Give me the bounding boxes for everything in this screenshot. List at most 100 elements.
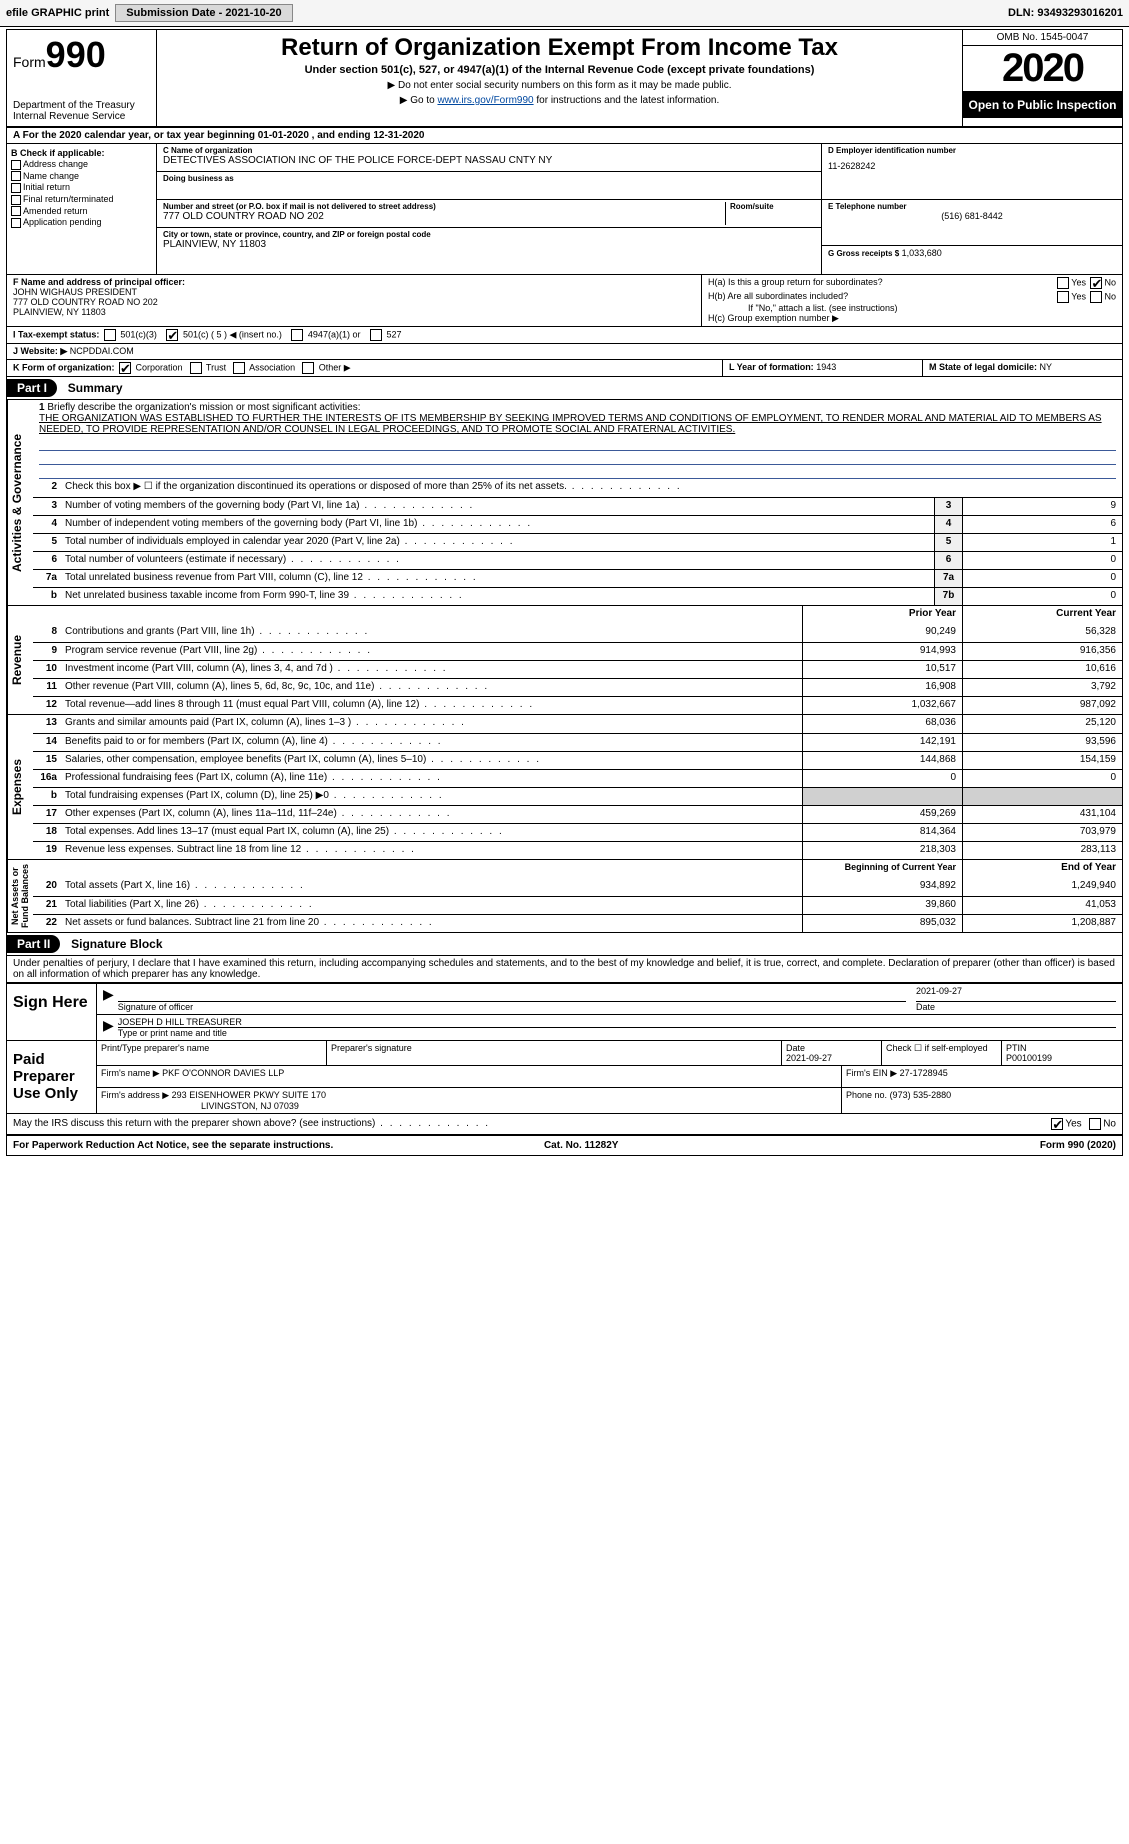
line-amount: 0 <box>962 552 1122 569</box>
data-line: 21Total liabilities (Part X, line 26)39,… <box>33 896 1122 914</box>
chk-4947[interactable] <box>291 329 303 341</box>
chk-initial-return[interactable]: Initial return <box>11 182 152 193</box>
governance-line: 7aTotal unrelated business revenue from … <box>33 569 1122 587</box>
chk-discuss-yes[interactable] <box>1051 1118 1063 1130</box>
line-desc: Total unrelated business revenue from Pa… <box>61 570 934 587</box>
expenses-lines: 13Grants and similar amounts paid (Part … <box>33 715 1122 859</box>
gross-label: G Gross receipts $ <box>828 249 899 258</box>
line-desc: Investment income (Part VIII, column (A)… <box>61 661 802 678</box>
org-name: DETECTIVES ASSOCIATION INC OF THE POLICE… <box>163 155 815 166</box>
no-label: No <box>1104 277 1116 287</box>
name-title-label: Type or print name and title <box>118 1028 1116 1038</box>
chk-association[interactable] <box>233 362 245 374</box>
preparer-row3: Firm's address ▶ 293 EISENHOWER PKWY SUI… <box>97 1088 1122 1113</box>
governance-line: 2Check this box ▶ ☐ if the organization … <box>33 479 1122 497</box>
chk-corporation[interactable] <box>119 362 131 374</box>
chk-discuss-no[interactable] <box>1089 1118 1101 1130</box>
dln-label: DLN: 93493293016201 <box>1008 7 1123 19</box>
net-assets-lines: 20Total assets (Part X, line 16)934,8921… <box>33 878 1122 932</box>
chk-501c3[interactable] <box>104 329 116 341</box>
line-desc: Benefits paid to or for members (Part IX… <box>61 734 802 751</box>
part2-badge: Part II <box>7 935 60 953</box>
part1-title: Summary <box>68 381 123 395</box>
chk-label: Application pending <box>23 217 102 227</box>
line-num: 6 <box>33 552 61 569</box>
line-num: 22 <box>33 915 61 932</box>
chk-amended-return[interactable]: Amended return <box>11 206 152 217</box>
date-label: Date <box>916 1002 1116 1012</box>
chk-527[interactable] <box>370 329 382 341</box>
line-num: 17 <box>33 806 61 823</box>
dept-treasury: Department of the Treasury Internal Reve… <box>13 100 150 122</box>
form-ref: Form 990 (2020) <box>1040 1140 1116 1151</box>
row-klm: K Form of organization: Corporation Trus… <box>7 360 1122 377</box>
org-info-row: B Check if applicable: Address change Na… <box>7 144 1122 275</box>
irs-link[interactable]: www.irs.gov/Form990 <box>437 95 533 106</box>
chk-trust[interactable] <box>190 362 202 374</box>
h-a-label: H(a) Is this a group return for subordin… <box>708 277 883 289</box>
chk-address-change[interactable]: Address change <box>11 159 152 170</box>
preparer-row2: Firm's name ▶ PKF O'CONNOR DAVIES LLP Fi… <box>97 1066 1122 1088</box>
prior-amount: 90,249 <box>802 624 962 642</box>
corp-label: Corporation <box>136 362 183 372</box>
line-desc: Total number of volunteers (estimate if … <box>61 552 934 569</box>
arrow-icon: ▶ <box>103 986 114 1012</box>
current-amount: 283,113 <box>962 842 1122 859</box>
4947-label: 4947(a)(1) or <box>308 329 361 339</box>
phone-cell: E Telephone number (516) 681-8442 <box>822 200 1122 246</box>
line-num: 9 <box>33 643 61 660</box>
chk-other[interactable] <box>302 362 314 374</box>
line-num: 2 <box>33 479 61 497</box>
current-amount: 0 <box>962 770 1122 787</box>
signature-declaration: Under penalties of perjury, I declare th… <box>7 956 1122 982</box>
firm-name: PKF O'CONNOR DAVIES LLP <box>162 1068 284 1078</box>
line-desc: Net assets or fund balances. Subtract li… <box>61 915 802 932</box>
blank <box>33 860 61 878</box>
form-header: Form990 Department of the Treasury Inter… <box>7 30 1122 128</box>
current-amount: 41,053 <box>962 897 1122 914</box>
h-b-note: If "No," attach a list. (see instruction… <box>708 303 1116 313</box>
line-amount: 6 <box>962 516 1122 533</box>
data-line: 10Investment income (Part VIII, column (… <box>33 660 1122 678</box>
room-label: Room/suite <box>730 202 815 211</box>
no-label: No <box>1104 291 1116 301</box>
prior-amount: 934,892 <box>802 878 962 896</box>
firm-ein-label: Firm's EIN ▶ <box>846 1068 897 1078</box>
prior-amount: 39,860 <box>802 897 962 914</box>
dba-cell: Doing business as <box>157 172 821 200</box>
line-num: 16a <box>33 770 61 787</box>
city-value: PLAINVIEW, NY 11803 <box>163 239 815 250</box>
chk-final-return[interactable]: Final return/terminated <box>11 194 152 205</box>
ruled-line <box>39 465 1116 479</box>
chk-application-pending[interactable]: Application pending <box>11 217 152 228</box>
officer-label: F Name and address of principal officer: <box>13 277 695 287</box>
line-desc: Salaries, other compensation, employee b… <box>61 752 802 769</box>
line-num: 3 <box>33 498 61 515</box>
chk-501c[interactable] <box>166 329 178 341</box>
prior-amount: 10,517 <box>802 661 962 678</box>
org-name-label: C Name of organization <box>163 146 815 155</box>
submission-date-button[interactable]: Submission Date - 2021-10-20 <box>115 4 292 22</box>
vtab-expenses: Expenses <box>7 715 33 859</box>
governance-line: bNet unrelated business taxable income f… <box>33 587 1122 605</box>
sig-date: 2021-09-27 <box>916 986 1116 1002</box>
current-amount: 431,104 <box>962 806 1122 823</box>
prior-amount: 16,908 <box>802 679 962 696</box>
signature-block: Sign Here ▶ Signature of officer 2021-09… <box>7 982 1122 1135</box>
form-note2: ▶ Go to www.irs.gov/Form990 for instruct… <box>163 95 956 106</box>
ein-value: 11-2628242 <box>828 161 1116 171</box>
city-label: City or town, state or province, country… <box>163 230 815 239</box>
data-line: 16aProfessional fundraising fees (Part I… <box>33 769 1122 787</box>
form-word: Form <box>13 54 46 70</box>
chk-name-change[interactable]: Name change <box>11 171 152 182</box>
blank <box>33 606 61 624</box>
chk-label: Name change <box>23 171 79 181</box>
mission-block: 1 Briefly describe the organization's mi… <box>33 400 1122 437</box>
footer-row: For Paperwork Reduction Act Notice, see … <box>7 1135 1122 1155</box>
box-c: C Name of organization DETECTIVES ASSOCI… <box>157 144 822 274</box>
527-label: 527 <box>386 329 401 339</box>
501c-label: 501(c) ( 5 ) ◀ (insert no.) <box>183 329 282 339</box>
501c3-label: 501(c)(3) <box>120 329 157 339</box>
data-line: 18Total expenses. Add lines 13–17 (must … <box>33 823 1122 841</box>
line-num: 15 <box>33 752 61 769</box>
